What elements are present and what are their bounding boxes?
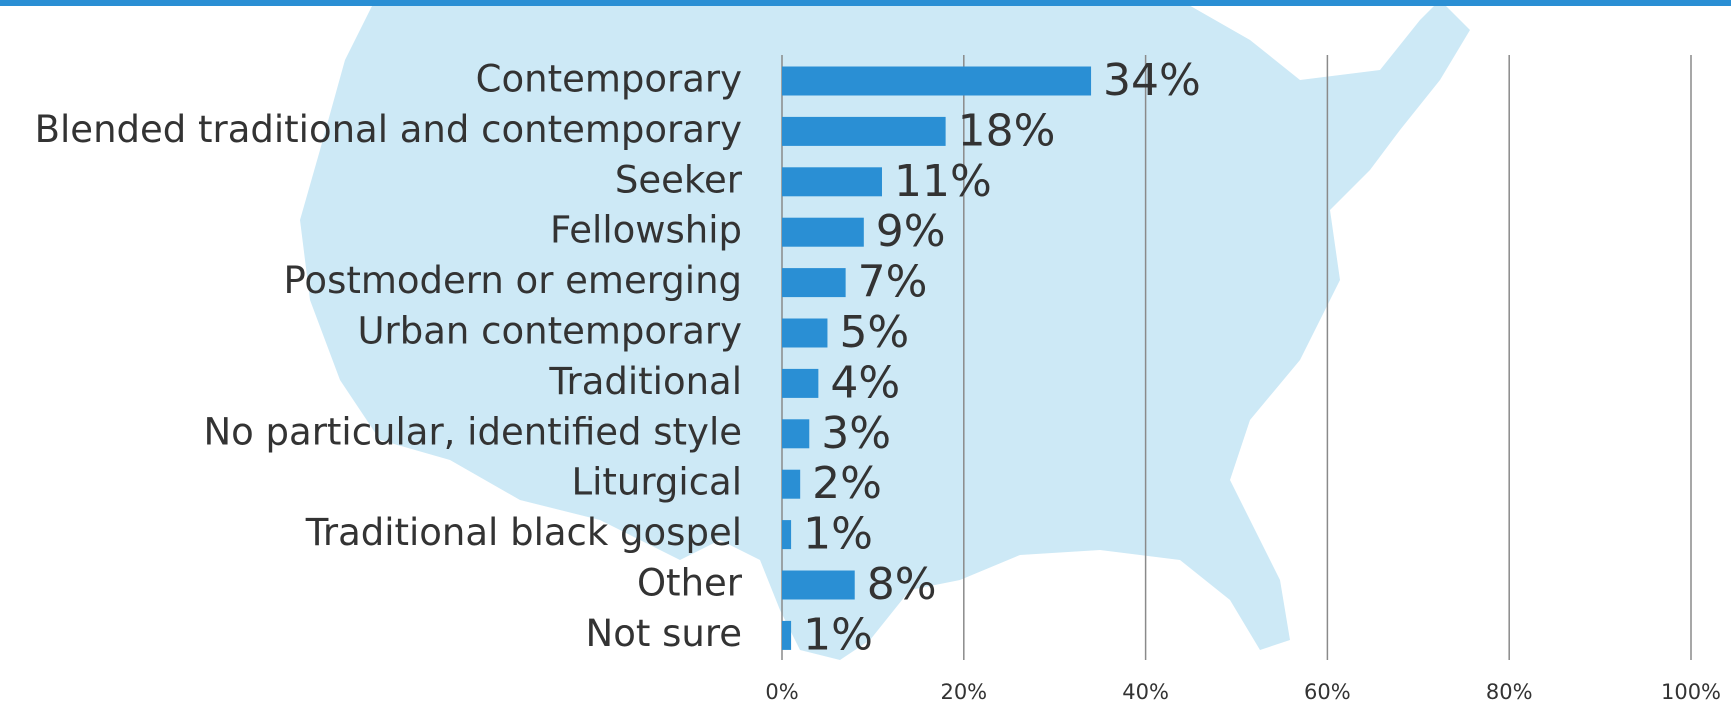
category-label: Seeker [615,158,743,201]
category-label: Contemporary [476,58,742,101]
category-label: Blended traditional and contemporary [35,108,742,151]
category-label: Not sure [586,612,742,655]
category-label: Urban contemporary [357,310,742,353]
bar [782,66,1092,96]
x-tick-label: 60% [1304,680,1351,704]
value-label: 2% [812,458,882,509]
background-map [300,0,1470,660]
value-label: 5% [839,307,909,358]
bar [782,167,882,197]
category-label: Postmodern or emerging [283,259,742,302]
value-label: 34% [1103,55,1201,106]
value-label: 1% [803,609,873,660]
value-label: 3% [821,408,891,459]
bar [782,419,810,449]
value-label: 1% [803,509,873,560]
bar [782,620,792,650]
category-label: Traditional [548,360,742,403]
bar [782,469,801,499]
bar [782,217,864,247]
x-tick-label: 20% [940,680,987,704]
category-label: Traditional black gospel [305,511,742,554]
value-label: 9% [876,206,946,257]
value-label: 11% [894,156,992,207]
bar [782,570,855,600]
x-tick-label: 0% [765,680,798,704]
x-tick-label: 100% [1661,680,1721,704]
x-tick-label: 40% [1122,680,1169,704]
header-rule [0,0,1731,6]
bar [782,368,819,398]
bar [782,268,846,298]
value-label: 8% [867,559,937,610]
value-label: 7% [858,257,928,308]
x-tick-label: 80% [1486,680,1533,704]
value-label: 18% [958,105,1056,156]
category-label: Other [637,562,743,605]
category-label: Liturgical [572,461,742,504]
bar [782,520,792,550]
category-label: No particular, identified style [203,410,742,453]
bar [782,116,946,146]
category-label: Fellowship [550,209,742,252]
bar [782,318,828,348]
value-label: 4% [830,357,900,408]
